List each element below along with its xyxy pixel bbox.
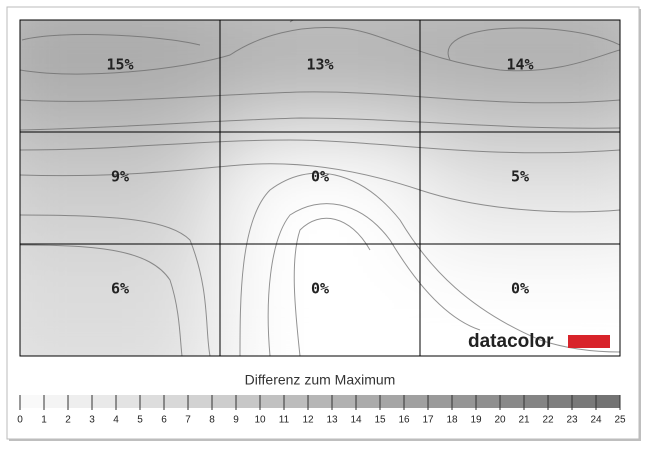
- legend-tick: 16: [398, 415, 410, 426]
- cell: [20, 244, 220, 356]
- legend-swatch: [308, 395, 332, 408]
- legend-tick: 5: [137, 415, 143, 426]
- legend-tick: 6: [161, 415, 167, 426]
- legend-swatch: [68, 395, 92, 408]
- cell-label: 0%: [311, 168, 329, 186]
- legend-tick: 2: [65, 415, 71, 426]
- cell: [220, 20, 420, 132]
- contours: [20, 20, 620, 356]
- legend-swatch: [476, 395, 500, 408]
- brand-bar: [568, 335, 610, 348]
- cell: [420, 20, 620, 132]
- cell: [420, 132, 620, 244]
- legend-swatch: [140, 395, 164, 408]
- cell-label: 6%: [111, 280, 129, 298]
- legend-tick: 11: [279, 415, 290, 426]
- legend-tick: 18: [446, 415, 458, 426]
- cell: [220, 132, 420, 244]
- legend-swatch: [92, 395, 116, 408]
- legend-swatch: [452, 395, 476, 408]
- legend-tick: 19: [470, 415, 482, 426]
- cell-label: 14%: [506, 56, 533, 74]
- cell: [20, 20, 220, 132]
- cell: [220, 244, 420, 356]
- legend-tick: 1: [41, 415, 47, 426]
- cells: [20, 20, 620, 356]
- legend-swatch: [500, 395, 524, 408]
- grid: [20, 20, 620, 356]
- legend-swatch: [356, 395, 380, 408]
- legend-tick: 3: [89, 415, 95, 426]
- legend-swatch: [524, 395, 548, 408]
- plot-border: [19, 19, 621, 357]
- legend-swatch: [20, 395, 44, 408]
- legend-swatch: [572, 395, 596, 408]
- legend-swatch: [404, 395, 428, 408]
- brand: datacolor: [468, 331, 554, 352]
- legend-tick: 13: [326, 415, 338, 426]
- legend-swatch: [212, 395, 236, 408]
- cell-label: 15%: [106, 56, 133, 74]
- legend-swatch: [332, 395, 356, 408]
- legend-tick: 9: [233, 415, 239, 426]
- legend-swatch: [428, 395, 452, 408]
- legend-tick: 24: [590, 415, 602, 426]
- legend-tick: 7: [185, 415, 191, 426]
- legend-swatch: [380, 395, 404, 408]
- legend-swatch: [236, 395, 260, 408]
- legend-tick: 8: [209, 415, 215, 426]
- legend-tick: 0: [17, 415, 23, 426]
- legend-swatch: [260, 395, 284, 408]
- cell: [20, 132, 220, 244]
- legend-tick: 17: [422, 415, 434, 426]
- legend: 0 1 2 3 4 5 6 7 8 9 10 11 12 13 14 15 16 17 18 19 20 21 22 23 24…: [17, 395, 626, 426]
- legend-tick: 14: [350, 415, 362, 426]
- cell-label: 13%: [306, 56, 333, 74]
- legend-swatch: [116, 395, 140, 408]
- legend-tick: 23: [566, 415, 578, 426]
- legend-swatch: [44, 395, 68, 408]
- legend-tick: 15: [374, 415, 386, 426]
- field: [20, 20, 620, 356]
- legend-tick: 21: [518, 415, 530, 426]
- legend-swatch: [548, 395, 572, 408]
- legend-swatch: [284, 395, 308, 408]
- legend-tick: 12: [302, 415, 314, 426]
- legend-title: Differenz zum Maximum: [245, 372, 396, 388]
- cell-label: 5%: [511, 168, 529, 186]
- labels: 15% 13% 14% 9% 0% 5% 6% 0% 0%: [106, 56, 533, 298]
- legend-tick: 22: [542, 415, 554, 426]
- legend-tick: 10: [254, 415, 266, 426]
- legend-swatch: [188, 395, 212, 408]
- legend-tick: 20: [494, 415, 506, 426]
- cell-label: 0%: [511, 280, 529, 298]
- legend-swatch: [596, 395, 620, 408]
- cell-label: 9%: [111, 168, 129, 186]
- cell-label: 0%: [311, 280, 329, 298]
- legend-tick: 25: [614, 415, 626, 426]
- legend-swatch: [164, 395, 188, 408]
- legend-tick: 4: [113, 415, 119, 426]
